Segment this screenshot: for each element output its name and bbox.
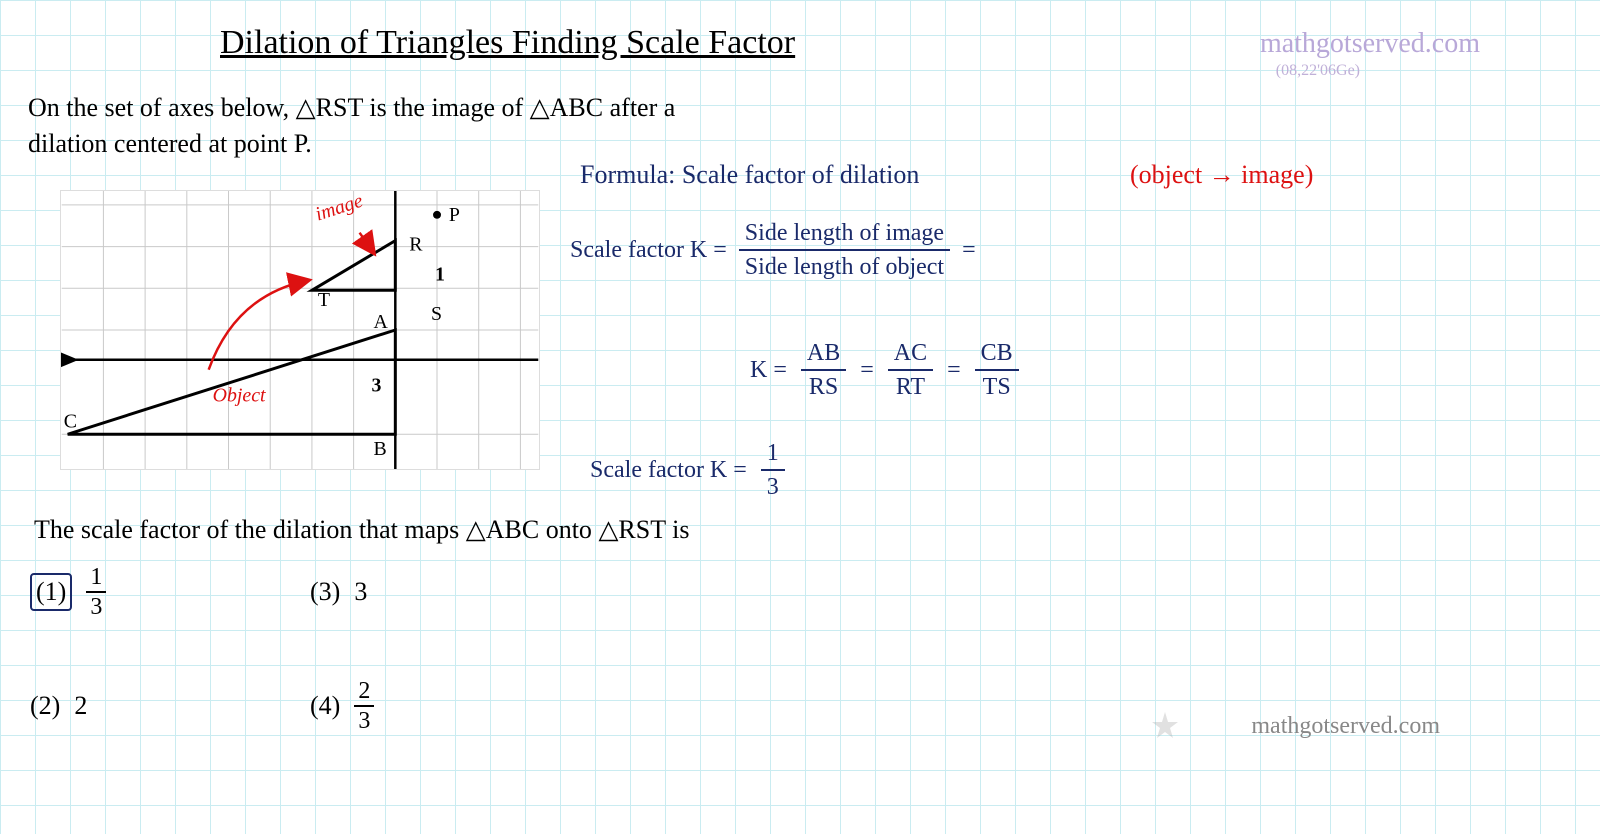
page-content: Dilation of Triangles Finding Scale Fact…	[0, 0, 1600, 834]
answer-1-value: 1 3	[86, 565, 106, 619]
problem-line2: dilation centered at point P.	[28, 129, 312, 158]
answer-2[interactable]: (2) 2	[30, 679, 310, 733]
answer-4-num: (4)	[310, 691, 340, 721]
eq2: =	[947, 357, 961, 384]
sf-trail-eq: =	[962, 237, 976, 264]
problem-line1a: On the set of axes below,	[28, 93, 296, 122]
formula-definition: Scale factor K = Side length of image Si…	[570, 220, 976, 281]
answer-4-value: 2 3	[354, 679, 374, 733]
label-c: C	[64, 410, 77, 432]
result-label: Scale factor K =	[590, 457, 747, 484]
ratio-2: AC RT	[888, 340, 933, 401]
formula-result: Scale factor K = 1 3	[590, 440, 785, 501]
question-text: The scale factor of the dilation that ma…	[34, 515, 690, 545]
label-b: B	[373, 438, 386, 460]
sf-fraction: Side length of image Side length of obje…	[739, 220, 950, 281]
problem-line1c: after a	[603, 93, 675, 122]
answer-1[interactable]: (1) 1 3	[30, 565, 310, 619]
sf-label: Scale factor K =	[570, 237, 727, 264]
triangle-abc: △ABC	[530, 93, 603, 122]
result-fraction: 1 3	[761, 440, 785, 501]
answer-4[interactable]: (4) 2 3	[310, 679, 590, 733]
diagram-svg: P R T S 1 A C B 3 image Object	[61, 191, 539, 469]
watermark-top: mathgotserved.com	[1260, 28, 1480, 60]
answer-2-num: (2)	[30, 691, 60, 721]
formula-ratios: K = AB RS = AC RT = CB TS	[750, 340, 1019, 401]
label-a: A	[373, 311, 388, 333]
annot-image: image	[313, 191, 366, 226]
label-p: P	[449, 204, 460, 226]
watermark-icon	[1150, 710, 1180, 740]
triangle-abc-shape	[68, 330, 396, 434]
formula-title: Formula: Scale factor of dilation	[580, 160, 919, 190]
label-r: R	[409, 234, 423, 256]
geometry-diagram: P R T S 1 A C B 3 image Object	[60, 190, 540, 470]
k-eq: K =	[750, 357, 787, 384]
label-s: S	[431, 303, 442, 325]
annot-object: Object	[213, 384, 266, 406]
annot-curve-arrow	[209, 280, 308, 369]
label-side-1: 1	[435, 263, 445, 285]
ratio-3: CB TS	[975, 340, 1019, 401]
answer-3[interactable]: (3) 3	[310, 565, 590, 619]
inner-grid	[62, 191, 539, 469]
answer-3-value: 3	[354, 577, 367, 607]
watermark-code: (08,22'06Ge)	[1276, 62, 1360, 80]
watermark-bottom: mathgotserved.com	[1251, 713, 1440, 740]
triangle-rst: △RST	[296, 93, 363, 122]
ratio-1: AB RS	[801, 340, 846, 401]
answer-1-num: (1)	[30, 573, 72, 611]
problem-statement: On the set of axes below, △RST is the im…	[28, 90, 728, 163]
answer-choices: (1) 1 3 (3) 3 (2) 2 (4) 2 3	[30, 565, 590, 733]
problem-line1b: is the image of	[363, 93, 530, 122]
eq1: =	[860, 357, 874, 384]
formula-obj-to-img: (object → image)	[1130, 160, 1313, 190]
label-t: T	[318, 289, 330, 311]
answer-3-num: (3)	[310, 577, 340, 607]
annot-image-arrow	[360, 233, 374, 253]
point-p	[433, 211, 441, 219]
label-side-3: 3	[371, 375, 381, 397]
page-title: Dilation of Triangles Finding Scale Fact…	[220, 24, 795, 62]
answer-2-value: 2	[74, 691, 87, 721]
